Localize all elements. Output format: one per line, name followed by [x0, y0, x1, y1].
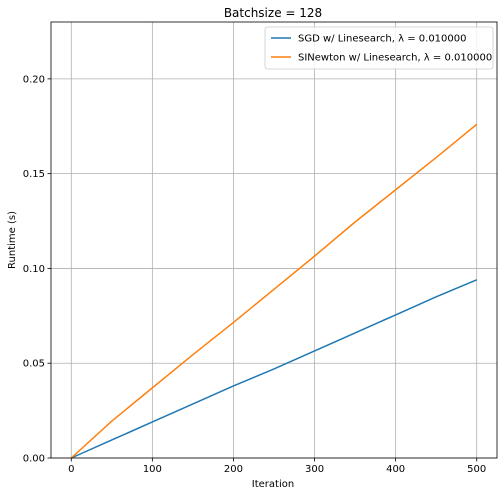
series-layer [70, 123, 478, 459]
plot-frame [50, 21, 498, 459]
grid [51, 22, 497, 459]
legend-label-2: SINewton w/ Linesearch, λ = 0.010000 [298, 53, 492, 64]
legend-label-1: SGD w/ Linesearch, λ = 0.010000 [298, 34, 467, 45]
legend: SGD w/ Linesearch, λ = 0.010000 SINewton … [264, 26, 494, 70]
y-tick-label: 0.05 [23, 359, 45, 370]
x-tick-label: 300 [305, 464, 324, 475]
y-tick-label: 0.00 [23, 454, 45, 465]
series-line-2 [70, 123, 478, 459]
y-tick-label: 0.20 [23, 74, 45, 85]
chart-title: Batchsize = 128 [224, 6, 322, 20]
y-axis-label: Runtime (s) [7, 211, 18, 269]
series-line-1 [70, 279, 478, 459]
x-tick-label: 500 [467, 464, 486, 475]
x-tick-label: 100 [143, 464, 162, 475]
x-axis-label: Iteration [252, 479, 294, 490]
x-tick-label: 200 [224, 464, 243, 475]
legend-box [264, 26, 494, 70]
x-tick-label: 400 [386, 464, 405, 475]
ticks: 0 100 200 300 400 500 0.00 0.05 0.10 0.15 0.20 [23, 74, 487, 475]
y-tick-label: 0.15 [23, 169, 45, 180]
y-tick-label: 0.10 [23, 264, 45, 275]
x-tick-label: 0 [68, 464, 74, 475]
